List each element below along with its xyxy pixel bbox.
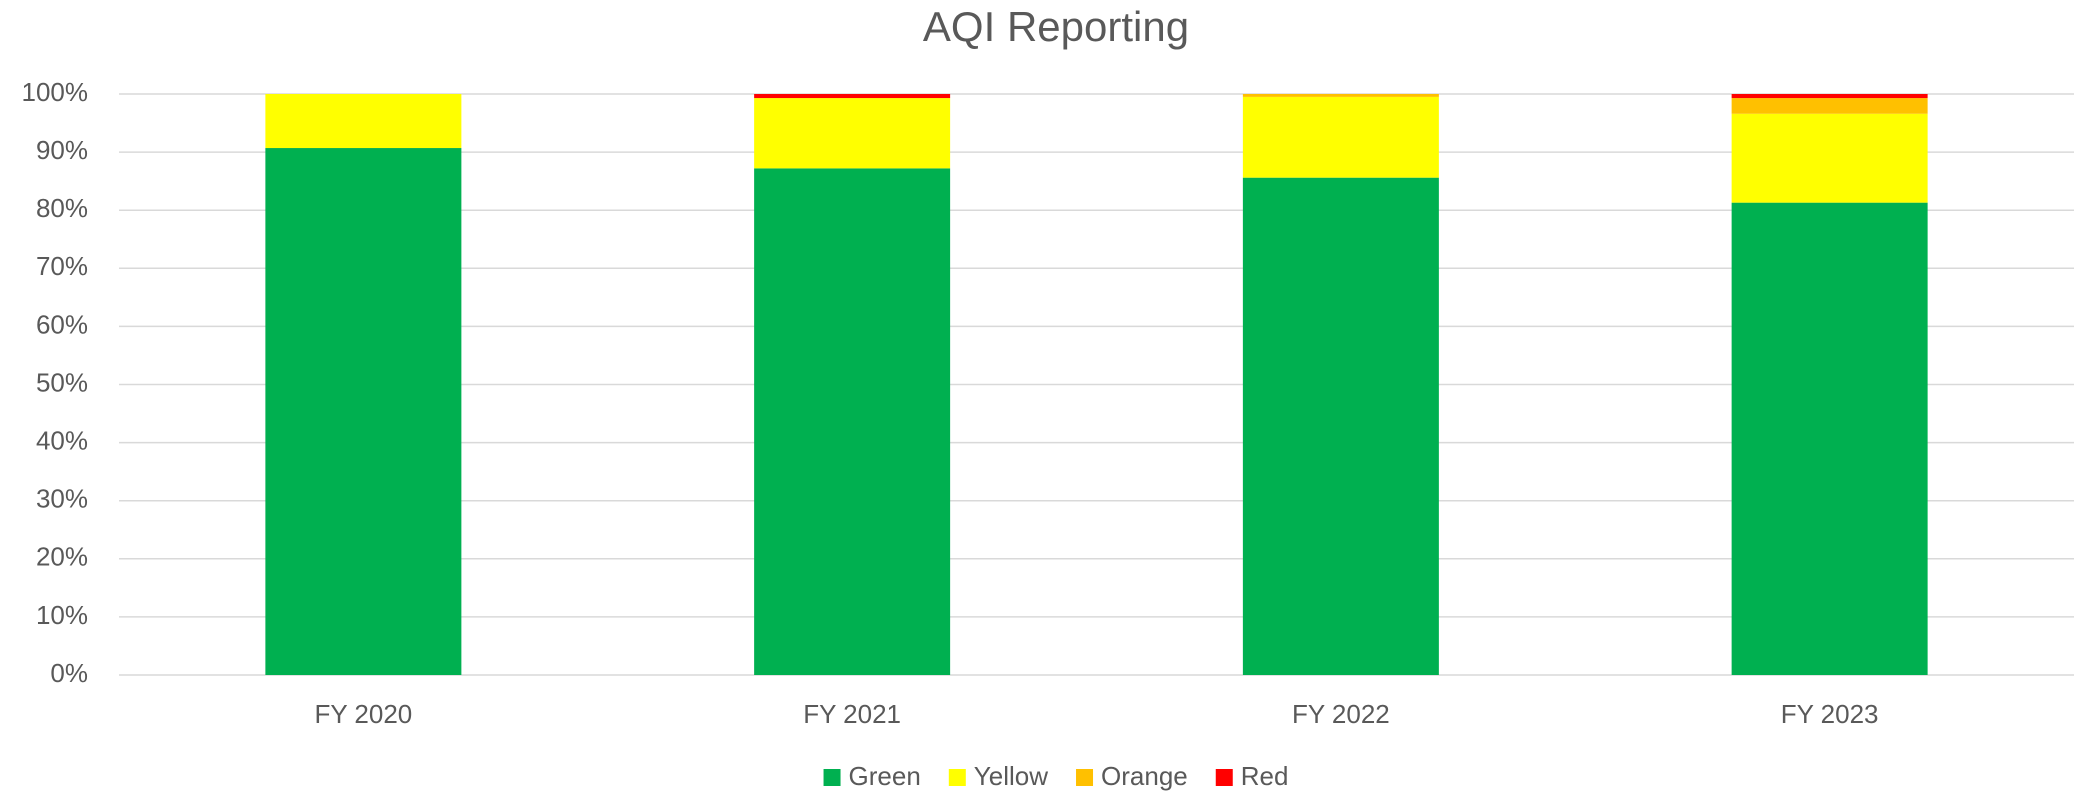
legend-label: Red (1241, 761, 1289, 791)
bar-segment (1731, 202, 1928, 675)
y-tick-label: 10% (36, 600, 88, 630)
y-tick-label: 60% (36, 309, 88, 339)
y-tick-label: 90% (36, 135, 88, 165)
x-tick-label: FY 2022 (1292, 699, 1390, 729)
bar-segment (754, 94, 951, 99)
y-tick-label: 30% (36, 484, 88, 514)
legend-label: Orange (1101, 761, 1188, 791)
legend-label: Green (849, 761, 921, 791)
y-tick-label: 80% (36, 193, 88, 223)
bar-segment (1731, 113, 1928, 203)
legend-swatch (823, 769, 841, 786)
chart-title: AQI Reporting (923, 3, 1189, 50)
bar-segment (265, 148, 462, 675)
legend-swatch (948, 769, 966, 786)
x-tick-label: FY 2020 (314, 699, 412, 729)
y-tick-label: 0% (50, 658, 88, 688)
legend-swatch (1215, 769, 1233, 786)
x-tick-label: FY 2023 (1781, 699, 1879, 729)
y-tick-label: 20% (36, 542, 88, 572)
y-tick-label: 70% (36, 251, 88, 281)
x-tick-label: FY 2021 (803, 699, 901, 729)
y-tick-label: 40% (36, 425, 88, 455)
bar-segment (265, 94, 462, 149)
legend-swatch (1076, 769, 1094, 786)
bar-segment (754, 98, 951, 169)
bar-segment (754, 168, 951, 676)
bar-segment (1242, 96, 1439, 178)
bar-segment (1731, 98, 1928, 114)
legend-label: Yellow (974, 761, 1048, 791)
bar-segment (1242, 177, 1439, 675)
bar-segment (1731, 94, 1928, 99)
y-tick-label: 100% (22, 77, 89, 107)
bar-segment (1242, 94, 1439, 97)
y-tick-label: 50% (36, 367, 88, 397)
